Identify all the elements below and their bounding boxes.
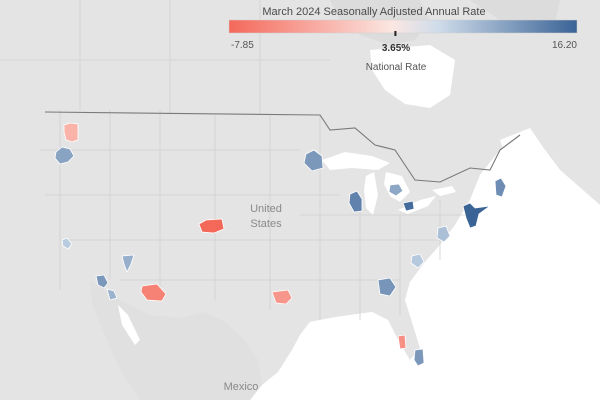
- denver-metro[interactable]: [198, 218, 225, 234]
- us-label-line2: States: [250, 218, 282, 230]
- legend-color-ramp: [228, 19, 578, 34]
- legend-title: March 2024 Seasonally Adjusted Annual Ra…: [262, 6, 485, 18]
- lake-superior: [322, 152, 390, 170]
- las-vegas-metro[interactable]: [121, 254, 135, 273]
- legend: March 2024 Seasonally Adjusted Annual Ra…: [228, 6, 578, 73]
- lake-ontario: [432, 186, 456, 196]
- portland-metro[interactable]: [54, 146, 75, 165]
- phoenix-metro[interactable]: [140, 283, 167, 302]
- seattle-metro[interactable]: [63, 122, 79, 143]
- mexico-label: Mexico: [224, 381, 259, 393]
- admin-borders: [0, 0, 470, 320]
- miami-metro[interactable]: [413, 348, 425, 367]
- cleveland-metro[interactable]: [402, 200, 415, 212]
- minneapolis-metro[interactable]: [303, 149, 324, 172]
- us-canada-border: [44, 111, 521, 183]
- metro-areas: [54, 122, 507, 367]
- san-francisco-metro[interactable]: [61, 237, 73, 250]
- legend-max-label: 16.20: [552, 40, 577, 51]
- gulf-of-california: [118, 305, 140, 345]
- map-labels: United States Mexico: [224, 203, 283, 393]
- chicago-metro[interactable]: [348, 190, 363, 213]
- detroit-metro[interactable]: [388, 183, 404, 197]
- san-diego-metro[interactable]: [106, 288, 118, 301]
- legend-min-label: -7.85: [231, 40, 254, 51]
- lake-michigan: [364, 172, 378, 215]
- national-rate-value: 3.65%: [382, 43, 410, 54]
- boston-metro[interactable]: [494, 177, 507, 198]
- canada-islands: [330, 0, 560, 45]
- dallas-metro[interactable]: [271, 289, 293, 305]
- new-york-metro[interactable]: [462, 202, 491, 229]
- atlanta-metro[interactable]: [377, 277, 397, 297]
- national-rate-label: National Rate: [366, 62, 427, 73]
- washington-metro[interactable]: [436, 225, 451, 243]
- atlantic-ocean: [405, 135, 600, 400]
- charlotte-metro[interactable]: [410, 253, 425, 269]
- us-label-line1: United: [250, 203, 282, 215]
- tampa-metro[interactable]: [397, 334, 407, 350]
- gulf-of-mexico: [300, 312, 405, 375]
- mexico-land: [90, 280, 262, 400]
- hudson-bay: [370, 45, 455, 108]
- los-angeles-metro[interactable]: [95, 274, 109, 289]
